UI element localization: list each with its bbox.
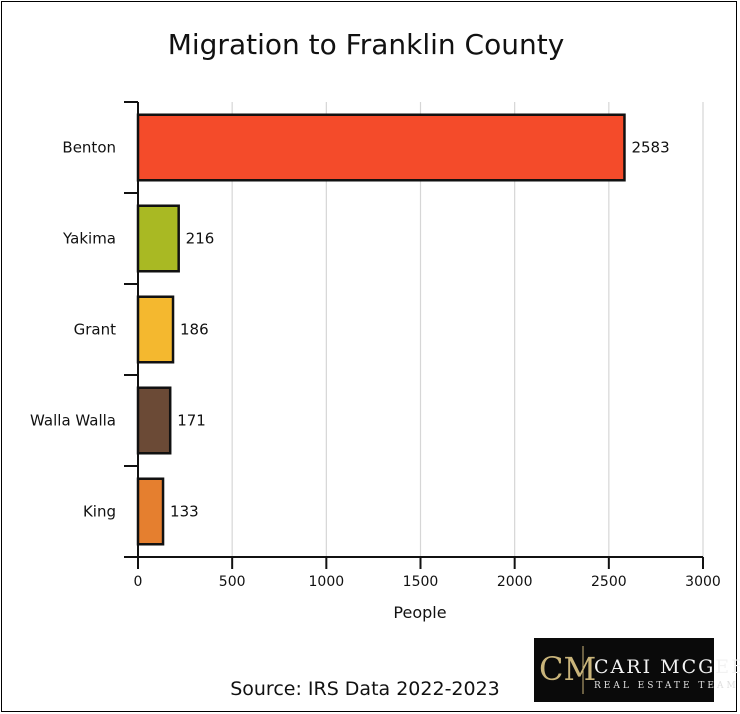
value-label: 2583 (631, 139, 669, 157)
x-tick-label: 500 (219, 574, 246, 590)
bar-walla-walla (136, 386, 172, 455)
source-text: Source: IRS Data 2022-2023 (230, 678, 500, 700)
x-tick-label: 0 (134, 574, 143, 590)
category-label: King (83, 503, 116, 521)
logo: CM CARI MCGEE REAL ESTATE TEAM (534, 638, 740, 702)
x-tick-label: 1500 (403, 574, 439, 590)
x-axis-label: People (393, 603, 446, 622)
value-label: 171 (177, 412, 206, 430)
x-tick-label: 2000 (497, 574, 533, 590)
value-label: 186 (180, 321, 209, 339)
logo-background (534, 638, 714, 702)
logo-name: CARI MCGEE (594, 656, 740, 678)
x-tick-label: 2500 (591, 574, 627, 590)
category-label: Walla Walla (30, 412, 116, 430)
value-label: 216 (186, 230, 215, 248)
bar-grant (136, 295, 175, 364)
bar-yakima (136, 204, 180, 273)
bar-benton (136, 113, 626, 182)
category-label: Grant (74, 321, 116, 339)
x-tick-label: 3000 (685, 574, 721, 590)
logo-monogram: CM (539, 650, 596, 688)
value-label: 133 (170, 503, 199, 521)
category-label: Yakima (62, 230, 116, 248)
category-label: Benton (62, 139, 116, 157)
chart-title: Migration to Franklin County (168, 28, 565, 61)
x-tick-label: 1000 (309, 574, 345, 590)
bars: Benton 2583 Yakima 216 Grant 186 Walla Walla 17… (30, 113, 670, 546)
logo-tagline: REAL ESTATE TEAM (594, 681, 739, 691)
axes: 0 500 1000 1500 2000 2500 3000 (124, 101, 721, 590)
bar-king (136, 477, 165, 546)
